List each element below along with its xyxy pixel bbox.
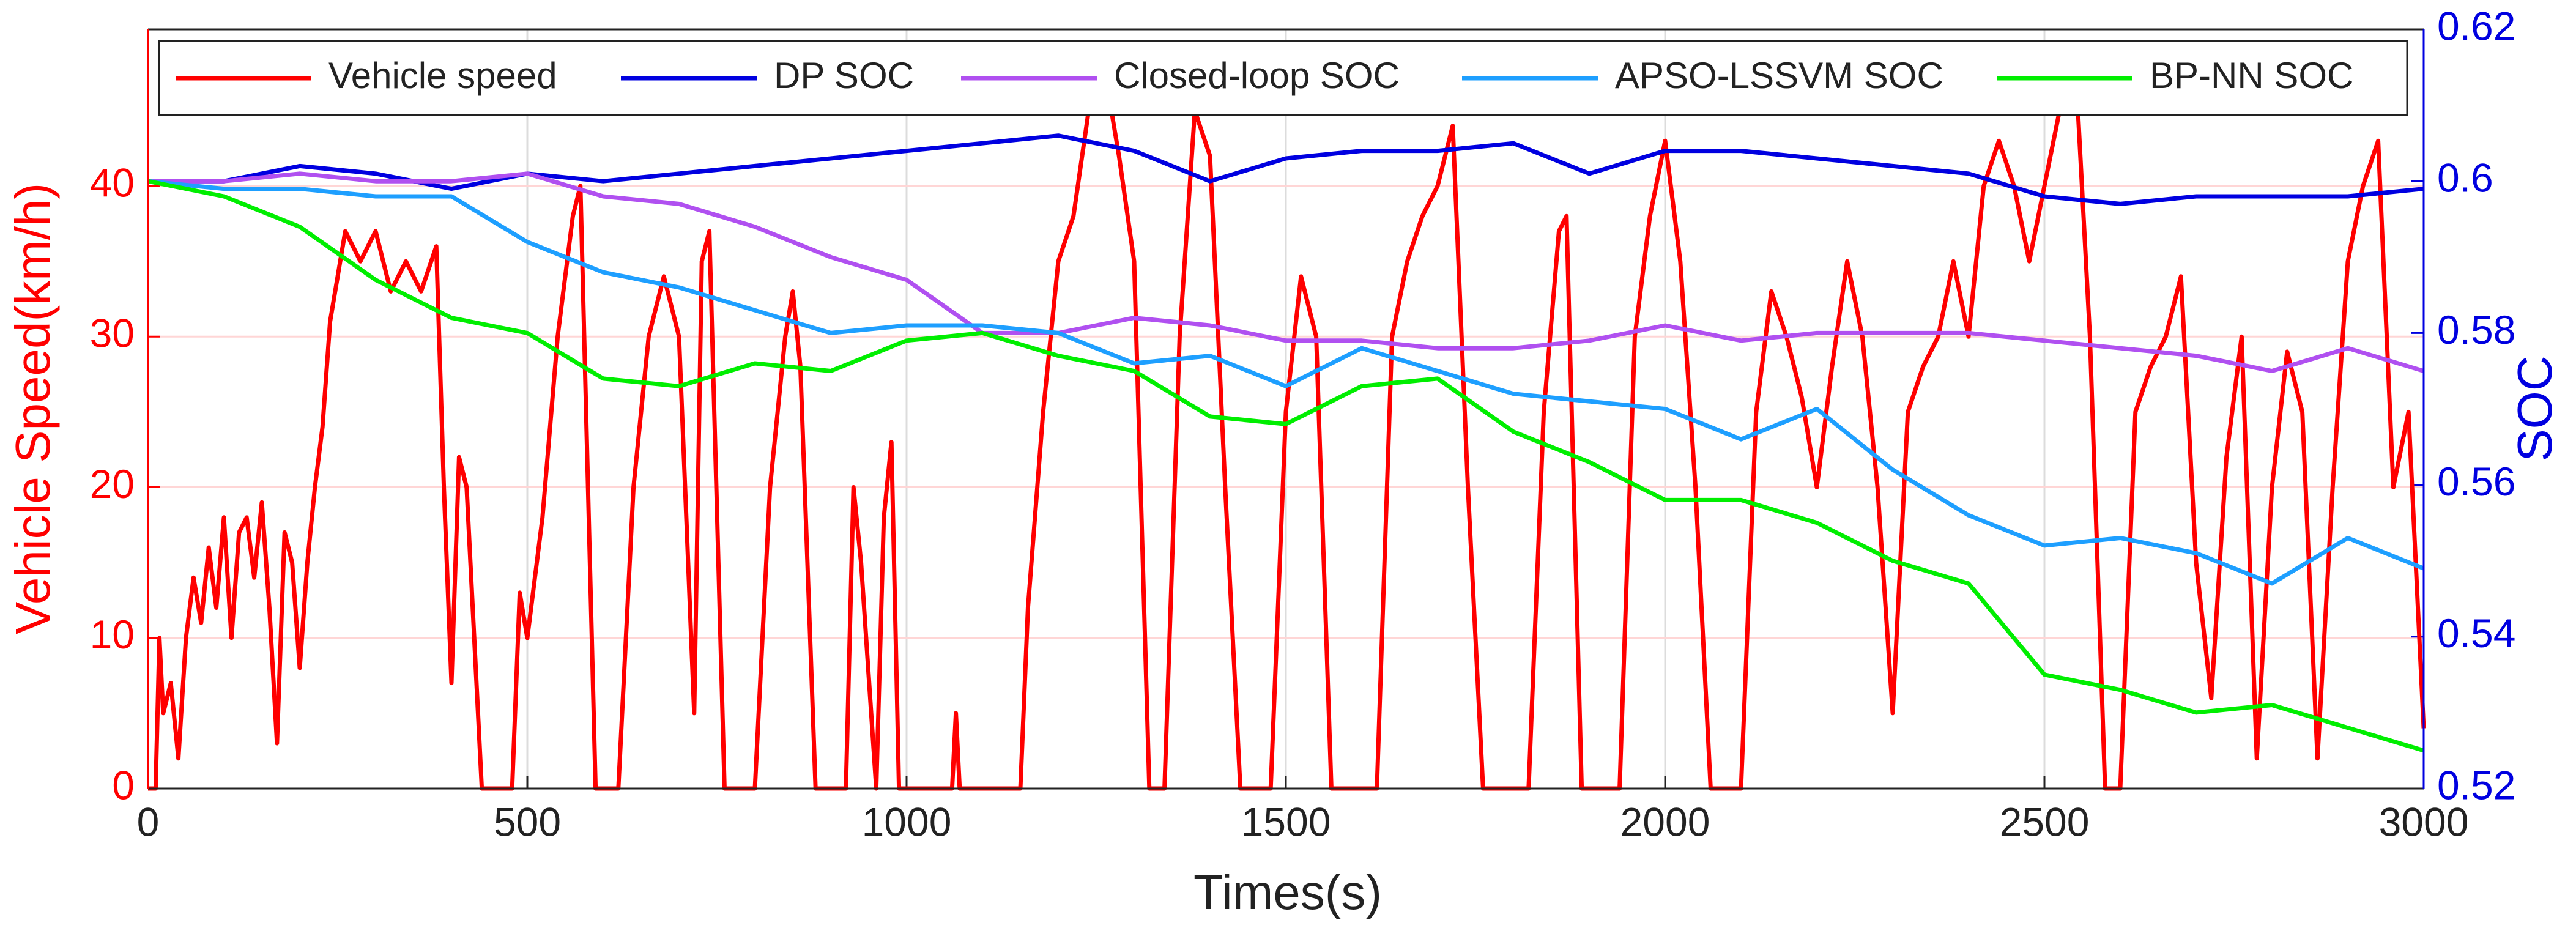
- series-line: [147, 179, 2425, 586]
- legend-label: DP SOC: [774, 55, 914, 96]
- y2-tick-label: 0.58: [2437, 307, 2515, 352]
- y-tick-label: 10: [90, 612, 135, 657]
- legend-label: Vehicle speed: [328, 55, 557, 96]
- y2-tick-label: 0.54: [2437, 611, 2515, 656]
- y-tick-label: 0: [112, 762, 135, 807]
- legend-label: APSO-LSSVM SOC: [1615, 55, 1943, 96]
- y2-tick-label: 0.62: [2437, 3, 2515, 48]
- x-axis-label: Times(s): [1193, 865, 1382, 919]
- legend-label: BP-NN SOC: [2150, 55, 2353, 96]
- y-tick-label: 30: [90, 311, 135, 356]
- series-line: [148, 171, 2425, 373]
- y2-axis-label: SOC: [2507, 355, 2562, 461]
- y2-tick-label: 0.56: [2437, 459, 2515, 504]
- x-tick-label: 0: [137, 799, 160, 844]
- legend-label: Closed-loop SOC: [1114, 55, 1400, 96]
- x-tick-label: 500: [494, 799, 561, 844]
- y-tick-label: 40: [90, 160, 135, 206]
- y2-tick-label: 0.6: [2437, 155, 2493, 201]
- x-tick-label: 1000: [862, 799, 952, 844]
- series-line: [148, 48, 2426, 791]
- x-tick-label: 1500: [1241, 799, 1331, 844]
- x-tick-label: 2000: [1620, 799, 1710, 844]
- x-tick-label: 3000: [2379, 799, 2469, 844]
- series-line: [147, 179, 2425, 753]
- y2-tick-label: 0.52: [2437, 762, 2515, 807]
- x-tick-label: 2500: [2000, 799, 2090, 844]
- y-axis-label: Vehicle Speed(km/h): [6, 183, 60, 634]
- y-tick-label: 20: [90, 461, 135, 507]
